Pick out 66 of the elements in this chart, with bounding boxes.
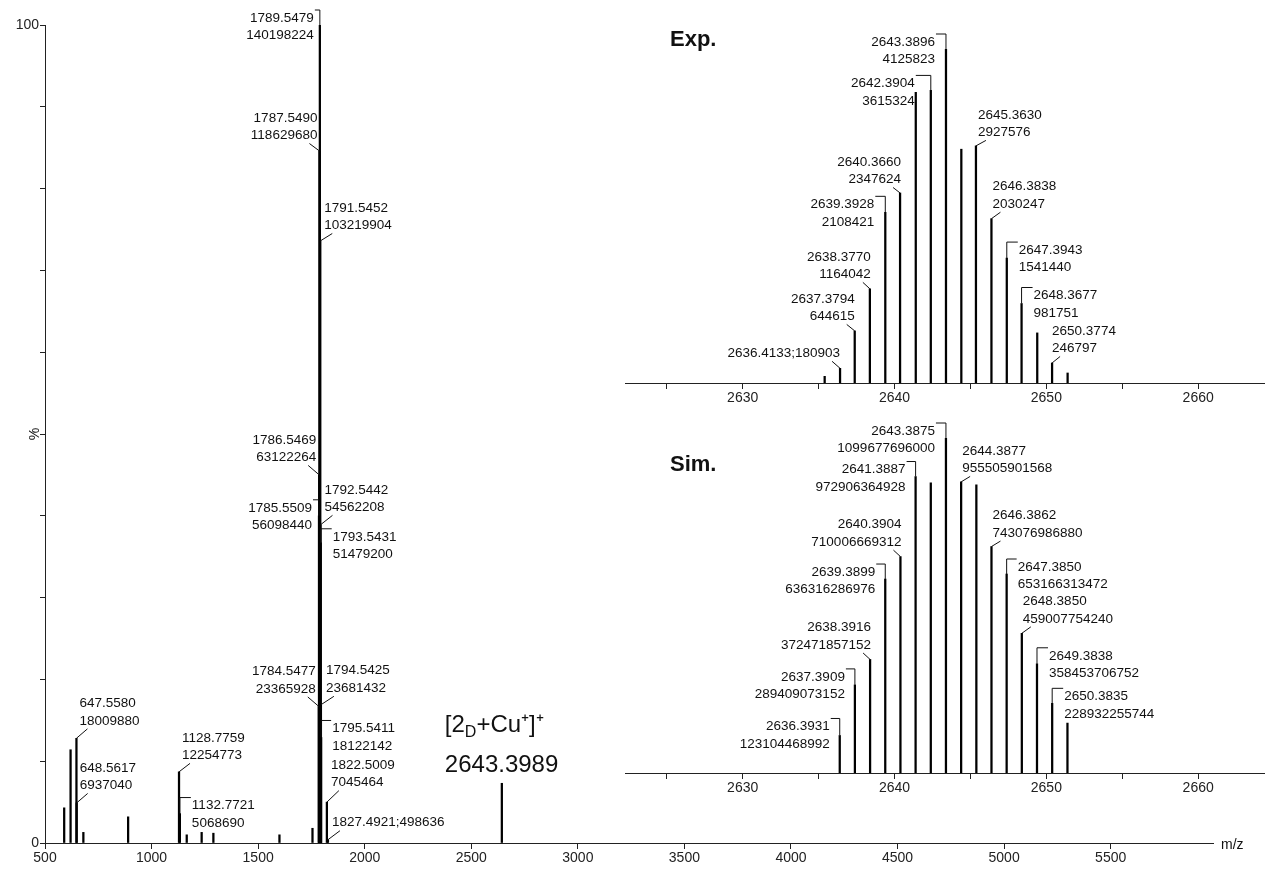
annotation: 2640.3904 710006669312 — [811, 516, 902, 549]
x-tick-label: 2500 — [455, 849, 488, 866]
annotation: 2650.3774 246797 — [1052, 322, 1117, 356]
annotation: 2646.3838 2030247 — [992, 178, 1057, 211]
x-tick-label: 2650 — [1030, 779, 1063, 796]
annotation: 1795.5411 18122142 — [332, 720, 395, 753]
annotation: 2636.4133;180903 — [727, 345, 841, 361]
annotation: 1794.5425 23681432 — [325, 662, 390, 696]
annotation: 1791.5452 103219904 — [324, 199, 393, 233]
annotation: 2648.3850 459007754240 — [1022, 593, 1113, 626]
annotation: 1793.5431 51479200 — [332, 528, 397, 562]
annotation: 1792.5442 54562208 — [324, 481, 389, 515]
annotation: 2643.3896 4125823 — [871, 33, 935, 67]
x-tick-label: 2640 — [878, 779, 911, 796]
x-tick-label: 2660 — [1182, 779, 1214, 796]
y-axis-title: % — [25, 427, 42, 441]
annotation: 2638.3916 372471857152 — [781, 619, 872, 652]
x-tick-label: 4500 — [881, 849, 914, 866]
x-tick-label: 2000 — [349, 849, 381, 866]
annotation: 2642.3904 3615324 — [850, 75, 916, 108]
annotation: 2646.3862 743076986880 — [992, 507, 1083, 540]
annotation: 2637.3794 644615 — [790, 290, 856, 324]
annotation: 1785.5509 56098440 — [248, 499, 313, 533]
annotation: 2643.3875 1099677696000 — [837, 422, 935, 456]
annotation: 1128.7759 12254773 — [182, 729, 245, 763]
x-tick-label: 1000 — [135, 849, 168, 866]
annotation: 1784.5477 23365928 — [251, 663, 316, 696]
x-tick-label: 2640 — [878, 389, 911, 406]
x-tick-label: 500 — [33, 849, 57, 866]
annotation: 647.5580 18009880 — [79, 695, 140, 728]
annotation: 1822.5009 7045464 — [330, 756, 395, 790]
annotation: 1786.5469 63122264 — [252, 431, 317, 465]
x-tick-label: 2650 — [1030, 389, 1063, 406]
x-axis-title: m/z — [1221, 835, 1244, 852]
chart-title: Exp. — [670, 26, 717, 52]
y-tick-label: 0 — [31, 833, 40, 850]
annotation: 2640.3660 2347624 — [837, 153, 902, 187]
annotation: 2639.3899 636316286976 — [785, 563, 876, 597]
x-tick-label: 1500 — [242, 849, 274, 866]
annotation: 2641.3887 972906364928 — [815, 461, 906, 494]
x-tick-label: 4000 — [775, 849, 807, 866]
annotation: 2650.3835 228932255744 — [1064, 688, 1155, 721]
annotation: 2639.3928 2108421 — [810, 196, 875, 229]
x-tick-label: 2660 — [1182, 389, 1214, 406]
annotation: 2644.3877 955505901568 — [962, 442, 1053, 476]
y-tick-label: 100 — [15, 15, 40, 32]
annotation: 2649.3838 358453706752 — [1049, 647, 1140, 681]
x-tick-label: 3500 — [668, 849, 701, 866]
x-tick-label: 5000 — [988, 849, 1020, 866]
x-tick-label: 2630 — [727, 779, 759, 796]
x-tick-label: 3000 — [562, 849, 594, 866]
text: Sim. — [670, 451, 717, 477]
annotation: 2645.3630 2927576 — [977, 106, 1042, 140]
annotation: 2637.3909 289409073152 — [754, 668, 845, 702]
annotation: 1789.5479 140198224 — [246, 9, 315, 43]
annotation: 1827.4921;498636 — [331, 814, 445, 830]
x-tick-label: 2630 — [727, 389, 759, 406]
annotation: 1132.7721 5068690 — [191, 797, 255, 830]
annotation: 1787.5490 118629680 — [250, 109, 318, 143]
x-tick-label: 5500 — [1095, 849, 1127, 866]
annotation: 648.5617 6937040 — [79, 759, 136, 793]
annotation: 2647.3943 1541440 — [1018, 241, 1083, 275]
annotation: 2638.3770 1164042 — [807, 248, 871, 282]
annotation: 2648.3677 981751 — [1033, 287, 1098, 320]
annotation: 2647.3850 653166313472 — [1017, 558, 1108, 592]
annotation: 2636.3931 123104468992 — [739, 718, 830, 751]
